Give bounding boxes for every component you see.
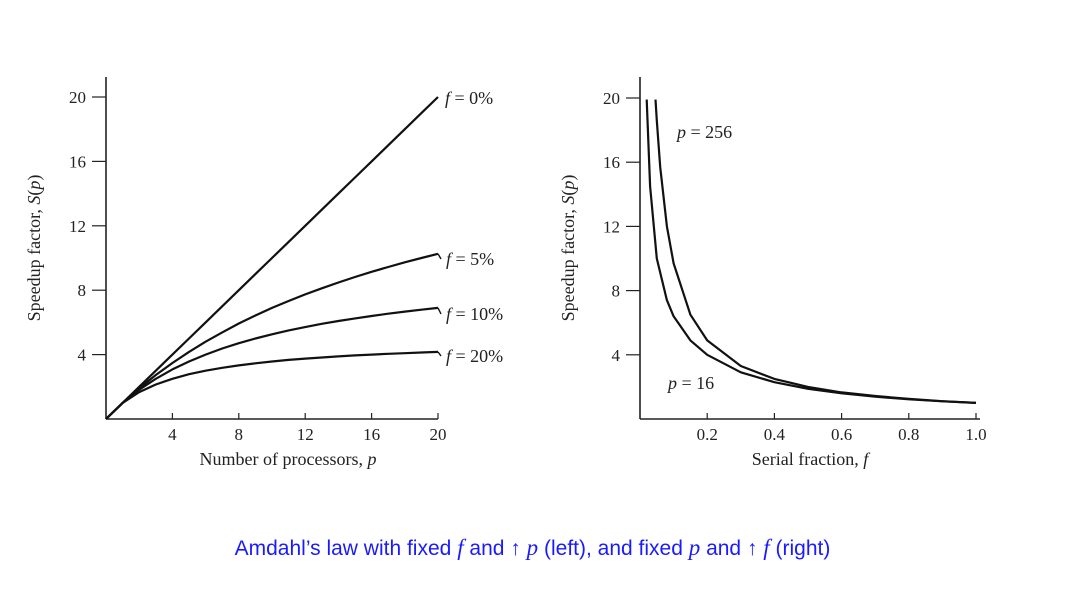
figure-caption: Amdahl’s law with fixed f and ↑ p (left)… [0,535,1065,561]
x-tick-label: 0.2 [697,425,718,444]
caption-text-3: (left), and fixed [543,537,683,560]
x-tick-label: 16 [363,425,380,444]
y-tick-label: 4 [612,346,621,365]
y-tick-label: 12 [69,217,86,236]
y-tick-label: 8 [612,282,621,301]
caption-text-1: Amdahl’s law with fixed [234,537,452,560]
x-tick-label: 12 [297,425,314,444]
series-line-f-20 [105,350,439,420]
series-line-p-16 [645,99,977,404]
left-chart-processors: 4 8 12 16 20 4 8 12 16 20 Number of processors, p S… [24,77,503,469]
x-tick-label: 0.4 [764,425,786,444]
series-leader [437,253,442,260]
series-line-f-10 [105,306,439,420]
x-tick-label: 20 [430,425,447,444]
x-tick-label: 8 [235,425,244,444]
x-tick-label: 4 [168,425,177,444]
caption-var-f: f [457,535,464,560]
x-axis-title: Serial fraction, f [752,449,871,469]
series-line-f-5 [105,252,439,420]
y-tick-label: 8 [78,281,87,300]
y-tick-label: 20 [603,89,620,108]
series-label-f-20: f = 20% [446,346,503,366]
right-chart-serial-fraction: 0.2 0.4 0.6 0.8 1.0 4 8 12 16 20 Serial fraction, … [558,77,987,469]
series-line-p-256 [654,99,977,404]
caption-var-f-2: f [763,535,770,560]
caption-var-p-2: p [688,535,701,560]
series-label-f-10: f = 10% [446,304,503,324]
caption-text-2: and ↑ [469,537,521,560]
y-tick-label: 12 [603,217,620,236]
series-label-p-16: p = 16 [666,373,714,393]
y-axis-title: Speedup factor, S(p) [558,175,579,322]
y-tick-label: 16 [69,152,86,171]
series-leader [437,351,442,357]
caption-var-p: p [526,535,539,560]
series-line-f-0 [105,96,439,420]
caption-text-5: (right) [775,537,831,560]
y-tick-label: 4 [78,346,87,365]
series-label-f-0: f = 0% [445,88,493,108]
series-label-f-5: f = 5% [446,249,494,269]
x-tick-label: 1.0 [965,425,986,444]
x-tick-label: 0.6 [831,425,852,444]
x-tick-label: 0.8 [898,425,919,444]
y-tick-label: 16 [603,153,620,172]
x-axis-title: Number of processors, p [200,449,377,469]
series-leader [437,307,442,315]
y-tick-label: 20 [69,88,86,107]
y-axis-title: Speedup factor, S(p) [24,175,45,322]
series-label-p-256: p = 256 [675,122,732,142]
caption-text-4: and ↑ [706,537,758,560]
